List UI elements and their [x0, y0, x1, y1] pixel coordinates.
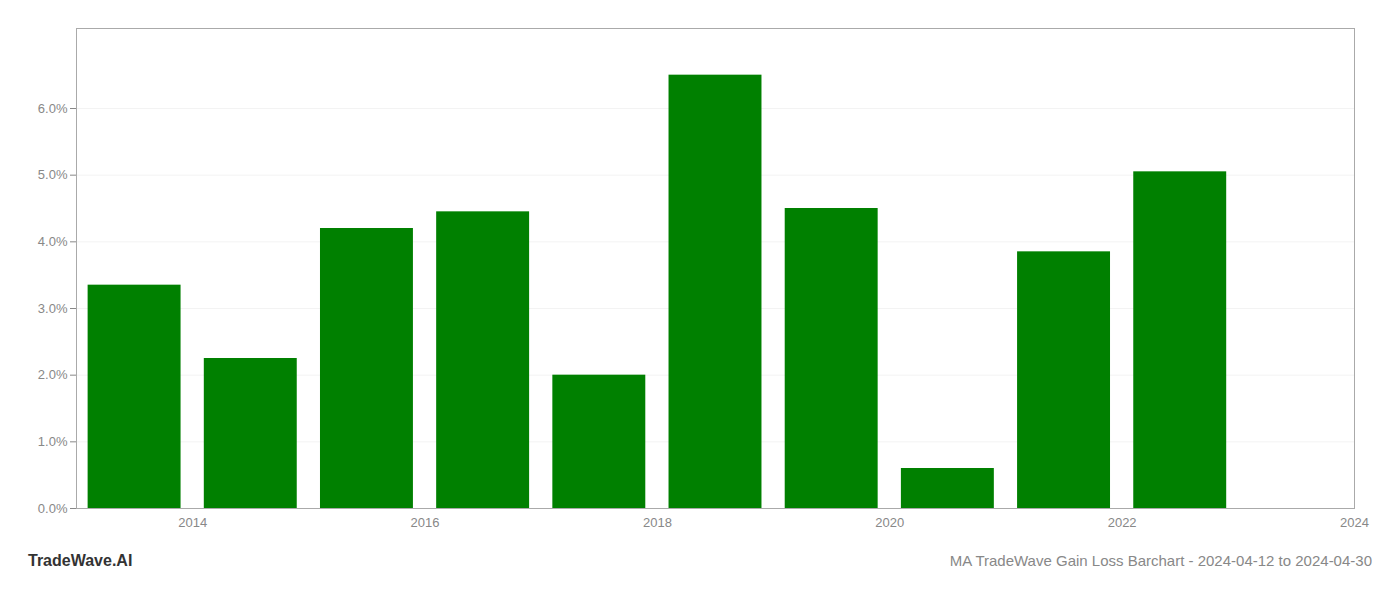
- svg-text:6.0%: 6.0%: [38, 101, 68, 116]
- svg-text:2014: 2014: [178, 515, 207, 530]
- svg-text:4.0%: 4.0%: [38, 234, 68, 249]
- svg-text:2024: 2024: [1340, 515, 1369, 530]
- svg-text:1.0%: 1.0%: [38, 434, 68, 449]
- svg-text:2016: 2016: [411, 515, 440, 530]
- svg-text:2020: 2020: [875, 515, 904, 530]
- svg-text:0.0%: 0.0%: [38, 501, 68, 516]
- svg-text:3.0%: 3.0%: [38, 301, 68, 316]
- html-text:TradeWave.AI: TradeWave.AI: [28, 552, 133, 569]
- svg-text:2018: 2018: [643, 515, 672, 530]
- svg-text:2.0%: 2.0%: [38, 367, 68, 382]
- svg-text:5.0%: 5.0%: [38, 167, 68, 182]
- html-text:MA TradeWave Gain Loss Barchar: MA TradeWave Gain Loss Barchart - 2024-0…: [949, 552, 1372, 569]
- svg-text:2022: 2022: [1108, 515, 1137, 530]
